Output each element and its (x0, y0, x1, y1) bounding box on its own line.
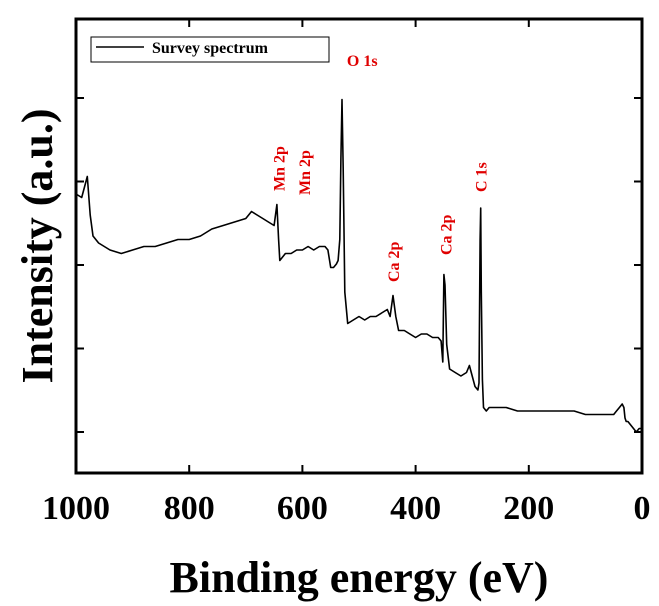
legend: Survey spectrum (90, 36, 330, 63)
peak-label: Mn 2p (272, 146, 289, 191)
y-axis-title: Intensity (a.u.) (13, 108, 62, 383)
series-line-survey-spectrum (75, 98, 642, 433)
y-axis-ticks (76, 97, 642, 433)
x-tick-label: 200 (503, 490, 554, 527)
legend-label: Survey spectrum (152, 40, 269, 57)
peak-label: Mn 2p (297, 150, 314, 195)
legend-box (90, 36, 330, 63)
peak-label: Ca 2p (386, 241, 403, 282)
x-axis-ticks (75, 19, 643, 473)
x-tick-label: 1000 (42, 490, 110, 527)
x-tick-label: 800 (164, 490, 215, 527)
x-axis-tick-labels: 1000 800 600 400 200 0 (42, 490, 651, 527)
x-tick-label: 400 (390, 490, 441, 527)
peak-label: O 1s (347, 53, 378, 70)
peak-label: C 1s (474, 162, 491, 192)
plot-frame (74, 17, 644, 475)
peak-annotations: O 1s Mn 2p Mn 2p Ca 2p Ca 2p C 1s (272, 53, 491, 282)
x-axis-title: Binding energy (eV) (170, 553, 549, 602)
x-tick-label: 0 (634, 490, 651, 527)
peak-label: Ca 2p (439, 214, 456, 255)
x-tick-label: 600 (277, 490, 328, 527)
